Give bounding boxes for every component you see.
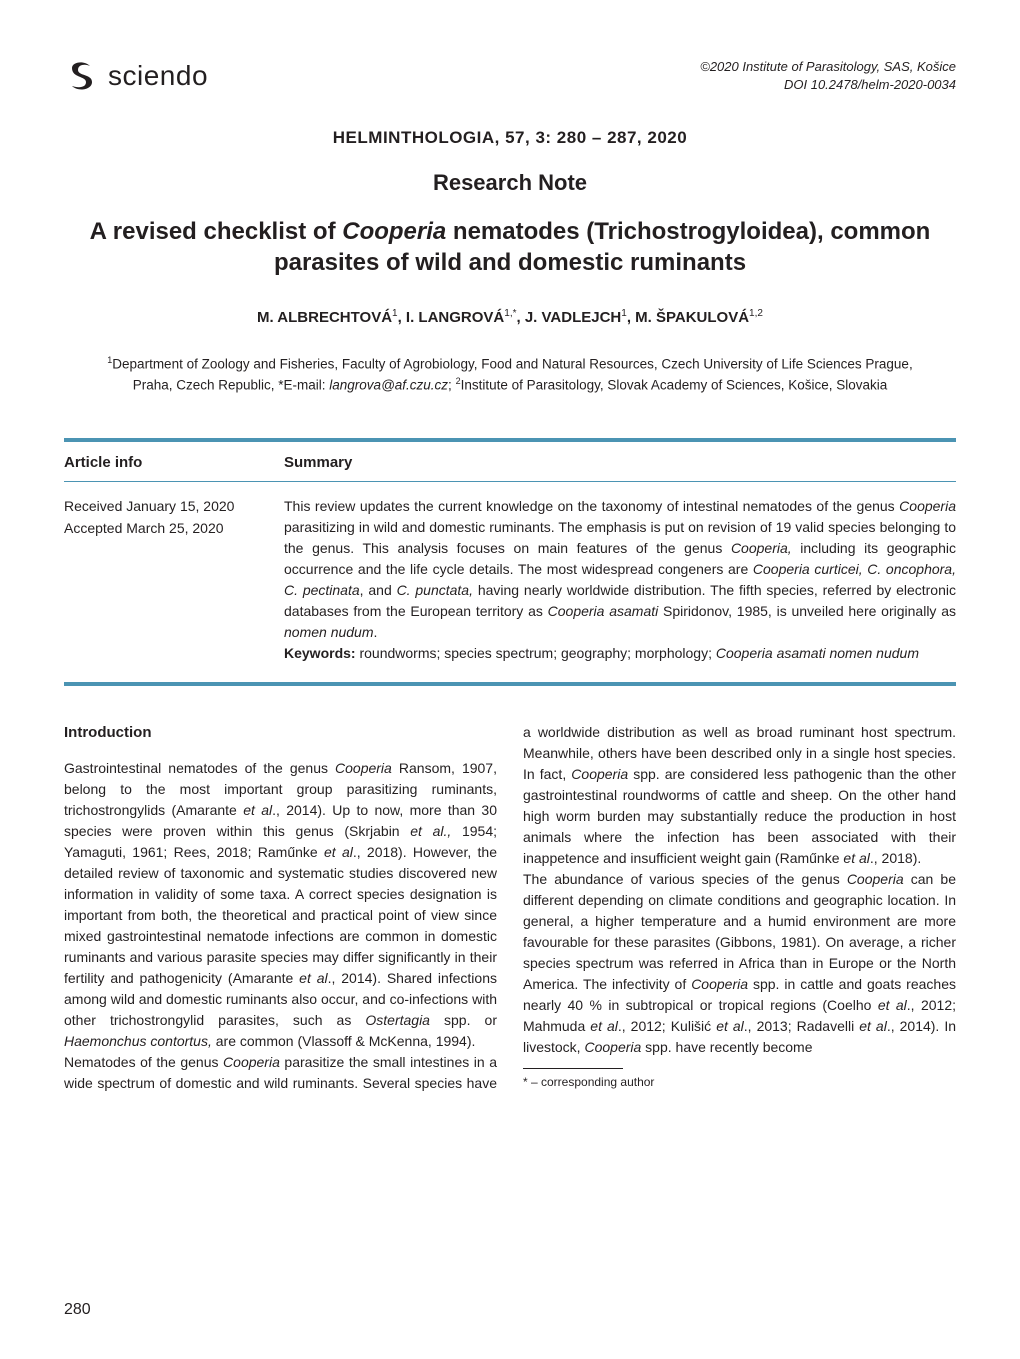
affiliation: 1Department of Zoology and Fisheries, Fa…: [105, 354, 915, 396]
article-info-label: Article info: [64, 454, 284, 471]
footnote-rule: [523, 1068, 623, 1069]
abstract-text: This review updates the current knowledg…: [284, 496, 956, 664]
page-number: 280: [64, 1301, 91, 1319]
doi-line: DOI 10.2478/helm-2020-0034: [700, 76, 956, 94]
publisher-name: sciendo: [108, 60, 208, 92]
corresponding-author-footnote: * – corresponding author: [523, 1073, 956, 1091]
sciendo-icon: [64, 58, 100, 94]
publisher-logo: sciendo: [64, 58, 208, 94]
authors-line: M. ALBRECHTOVÁ1, I. LANGROVÁ1,*, J. VADL…: [64, 308, 956, 326]
summary-block: Article info Summary Received January 15…: [64, 438, 956, 686]
article-title: A revised checklist of Cooperia nematode…: [75, 216, 945, 278]
received-date: Received January 15, 2020: [64, 496, 284, 518]
article-dates: Received January 15, 2020 Accepted March…: [64, 496, 284, 664]
introduction-heading: Introduction: [64, 722, 497, 745]
accepted-date: Accepted March 25, 2020: [64, 518, 284, 540]
article-type: Research Note: [64, 170, 956, 196]
summary-header-row: Article info Summary: [64, 442, 956, 481]
publication-meta: ©2020 Institute of Parasitology, SAS, Ko…: [700, 58, 956, 93]
page-header: sciendo ©2020 Institute of Parasitology,…: [64, 58, 956, 94]
rule-bottom: [64, 682, 956, 686]
intro-paragraph-1: Gastrointestinal nematodes of the genus …: [64, 758, 497, 1052]
journal-citation: HELMINTHOLOGIA, 57, 3: 280 – 287, 2020: [64, 128, 956, 148]
summary-label: Summary: [284, 454, 956, 471]
body-columns: Introduction Gastrointestinal nematodes …: [64, 722, 956, 1095]
intro-paragraph-3: The abundance of various species of the …: [523, 869, 956, 1058]
footnote-block: * – corresponding author: [523, 1068, 956, 1091]
copyright-line: ©2020 Institute of Parasitology, SAS, Ko…: [700, 58, 956, 76]
summary-body-row: Received January 15, 2020 Accepted March…: [64, 482, 956, 682]
